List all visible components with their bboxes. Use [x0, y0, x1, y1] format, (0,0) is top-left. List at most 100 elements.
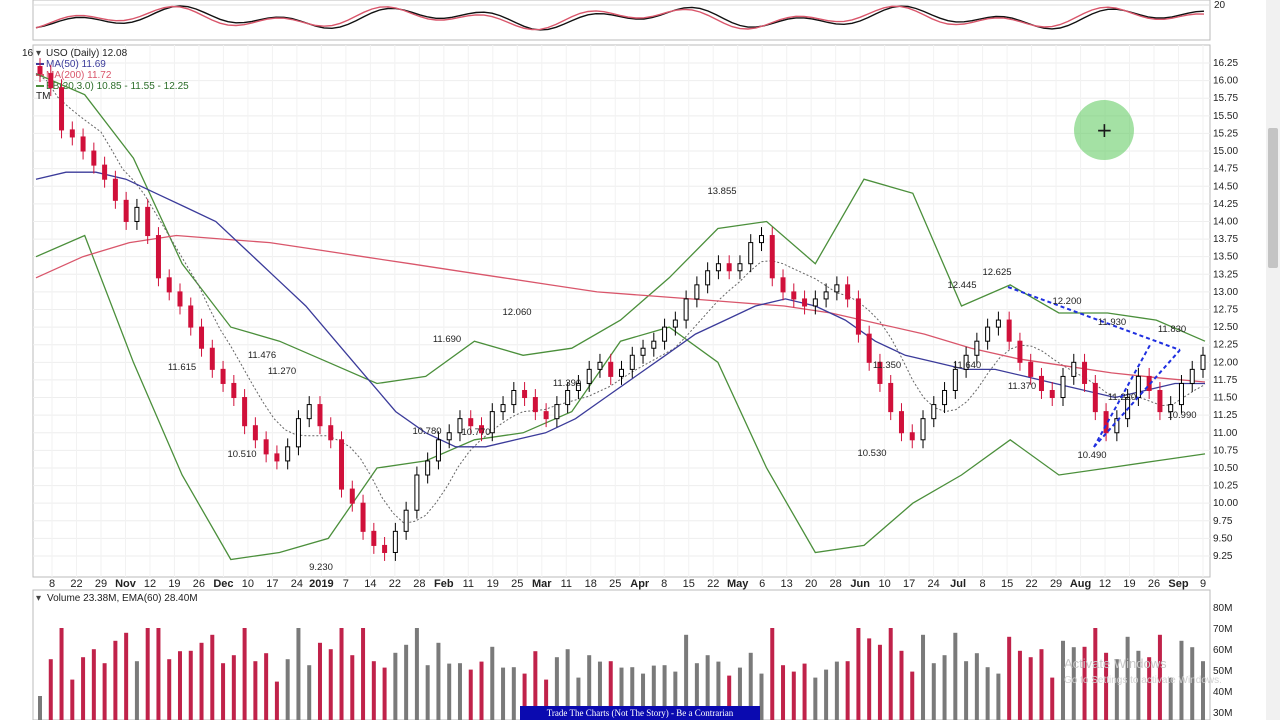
date-tick-label: 13 — [781, 578, 793, 590]
candle-body — [640, 347, 646, 356]
candle-body — [1071, 361, 1077, 377]
price-tick-label: 13.75 — [1213, 234, 1238, 245]
date-tick-label: 12 — [144, 578, 156, 590]
oscillator-lines — [35, 5, 1205, 31]
volume-collapse-icon[interactable]: ▾ — [36, 593, 41, 604]
volume-bar — [124, 632, 129, 720]
date-tick-label: 22 — [707, 578, 719, 590]
price-annotation: 10.990 — [1167, 410, 1196, 421]
volume-bar — [651, 665, 656, 720]
candle-body — [1049, 389, 1055, 399]
price-tick-label: 14.00 — [1213, 216, 1238, 227]
volume-bar — [684, 634, 689, 720]
candle-body — [995, 319, 1001, 328]
price-annotation: 12.625 — [982, 267, 1011, 278]
volume-bar — [457, 663, 462, 720]
volume-tick-label: 40M — [1213, 687, 1232, 698]
date-tick-label: 8 — [49, 578, 55, 590]
candle-body — [888, 382, 894, 413]
volume-bar — [436, 642, 441, 720]
date-tick-label: 7 — [343, 578, 349, 590]
volume-bar — [1190, 647, 1195, 720]
volume-bar — [888, 628, 893, 720]
price-annotation: 10.780 — [412, 426, 441, 437]
volume-bar — [554, 657, 559, 720]
date-axis: 8 22 29 Nov 12 19 26 Dec 10 17 24 2019 7 14 22 28 Feb 11 1… — [49, 578, 1206, 590]
candle-body — [651, 340, 657, 349]
candle-body — [855, 298, 861, 335]
candle-body — [199, 326, 205, 349]
collapse-arrow-icon[interactable]: ▾ — [36, 48, 41, 59]
price-tick-label: 13.50 — [1213, 252, 1238, 263]
oscillator-line — [35, 5, 1205, 31]
bb-upper-line — [35, 73, 1206, 385]
volume-bar — [694, 663, 699, 720]
candle-body — [802, 298, 808, 307]
candle-body — [963, 354, 969, 370]
date-tick-label: 15 — [1001, 578, 1013, 590]
volume-bar — [479, 661, 484, 720]
volume-bar — [48, 659, 53, 720]
price-annotation: 13.855 — [707, 186, 736, 197]
cursor-highlight — [1074, 100, 1134, 160]
price-annotation: 12.200 — [1052, 296, 1081, 307]
price-annotation: 9.230 — [309, 562, 333, 573]
candle-body — [898, 411, 904, 434]
price-grid — [33, 45, 1210, 577]
price-annotation: 11.830 — [1158, 324, 1186, 335]
candle-body — [123, 199, 129, 222]
vertical-scrollbar[interactable] — [1266, 0, 1280, 720]
candle-body — [522, 389, 528, 399]
volume-bar — [188, 650, 193, 720]
date-tick-label: 17 — [903, 578, 915, 590]
price-tick-label: 14.25 — [1213, 199, 1238, 210]
candle-body — [791, 291, 797, 300]
price-annotation: 10.510 — [227, 449, 256, 460]
price-tick-label: 13.00 — [1213, 287, 1238, 298]
volume-bar — [942, 655, 947, 720]
candle-body — [1082, 361, 1088, 384]
volume-bar — [1114, 659, 1119, 720]
legend-left-tick: 16 — [22, 48, 34, 59]
price-tick-label: 10.50 — [1213, 463, 1238, 474]
candle-body — [1092, 382, 1098, 413]
candle-body — [414, 474, 420, 511]
scrollbar-thumb[interactable] — [1268, 128, 1278, 268]
candle-body — [608, 361, 614, 377]
price-annotation: 10.490 — [1077, 450, 1106, 461]
candle-body — [69, 129, 75, 138]
volume-bar — [102, 663, 107, 720]
volume-bar — [856, 628, 861, 720]
candle-body — [339, 439, 345, 490]
date-tick-label: 22 — [70, 578, 82, 590]
volume-bar — [1028, 657, 1033, 720]
volume-bar — [447, 663, 452, 720]
volume-bar — [641, 673, 646, 720]
candle-body — [629, 354, 635, 370]
volume-bar — [565, 649, 570, 720]
date-tick-label: 17 — [266, 578, 278, 590]
price-annotation: 11.476 — [248, 350, 276, 361]
date-tick-label: 24 — [291, 578, 303, 590]
candle-body — [349, 488, 355, 504]
oscillator-line — [35, 5, 1205, 31]
volume-bar — [199, 642, 204, 720]
volume-bar — [587, 655, 592, 720]
volume-bar — [167, 659, 172, 720]
date-tick-label: Sep — [1168, 578, 1188, 590]
candle-body — [769, 235, 775, 279]
candle-body — [920, 418, 926, 441]
date-tick-label: 29 — [1050, 578, 1062, 590]
candle-body — [37, 66, 43, 75]
candle-body — [812, 298, 818, 307]
price-tick-label: 9.50 — [1213, 533, 1233, 544]
volume-bar — [899, 650, 904, 720]
volume-bar — [307, 665, 312, 720]
candle-body — [942, 389, 948, 406]
volume-bar — [177, 651, 182, 720]
volume-bar — [877, 644, 882, 720]
volume-bar — [317, 642, 322, 720]
volume-bar — [630, 667, 635, 720]
candle-body — [1157, 389, 1163, 413]
